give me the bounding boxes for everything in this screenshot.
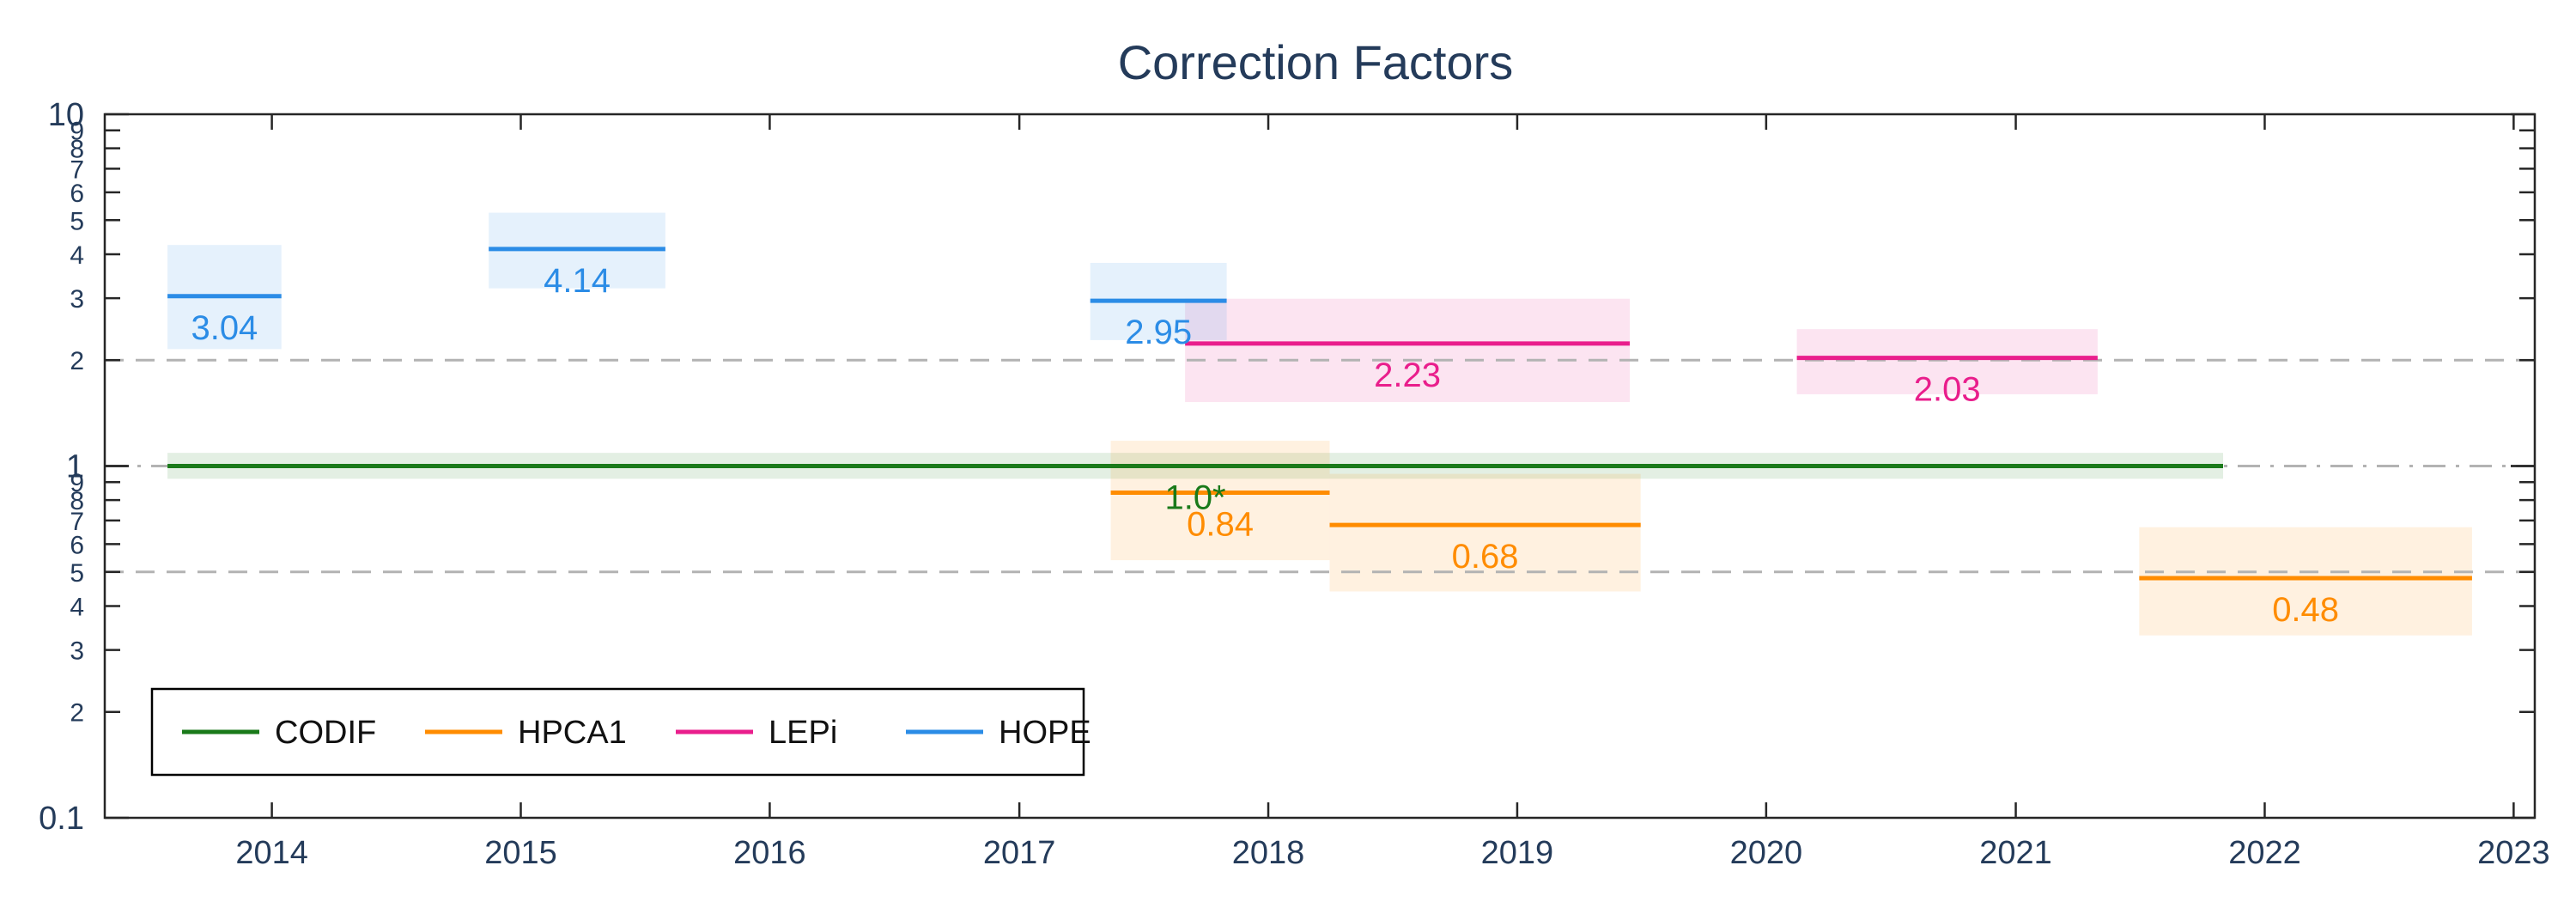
hpca1-data-label: 0.48 bbox=[2272, 591, 2339, 629]
y-tick-label: 8 bbox=[70, 136, 84, 164]
x-tick-label: 2017 bbox=[983, 835, 1056, 871]
y-tick-label: 5 bbox=[70, 559, 84, 588]
lepi-data-label: 2.23 bbox=[1374, 357, 1441, 394]
x-tick-label: 2020 bbox=[1730, 835, 1803, 871]
x-tick-label: 2023 bbox=[2477, 835, 2550, 871]
y-tick-label: 5 bbox=[70, 207, 84, 235]
legend: CODIF HPCA1 LEPi HOPE bbox=[150, 687, 1091, 777]
x-tick-label: 2022 bbox=[2228, 835, 2301, 871]
y-tick-label: 8 bbox=[70, 487, 84, 515]
y-tick-label: 2 bbox=[70, 347, 84, 375]
y-tick-label: 2 bbox=[70, 699, 84, 728]
y-tick-label: 9 bbox=[70, 469, 84, 497]
legend-label-lepi: LEPi bbox=[769, 715, 837, 751]
lepi-data-label: 2.03 bbox=[1914, 371, 1981, 409]
hpca1-uncertainty-band bbox=[1110, 441, 1330, 561]
hpca1-data-label: 0.68 bbox=[1452, 538, 1519, 576]
series-lines bbox=[167, 247, 2472, 581]
hope-data-label: 4.14 bbox=[544, 262, 611, 300]
x-tick-label: 2021 bbox=[1979, 835, 2052, 871]
y-tick-label: 4 bbox=[70, 593, 84, 621]
y-tick-label: 10 bbox=[48, 97, 84, 133]
legend-label-hpca1: HPCA1 bbox=[518, 715, 627, 751]
lepi-uncertainty-band bbox=[1796, 329, 2098, 394]
hope-data-label: 3.04 bbox=[191, 309, 258, 347]
x-tick-label: 2014 bbox=[235, 835, 308, 871]
codif-data-label: 1.0* bbox=[1164, 479, 1225, 517]
y-tick-label: 9 bbox=[70, 118, 84, 146]
y-tick-label: 7 bbox=[70, 508, 84, 536]
y-tick-label: 6 bbox=[70, 531, 84, 559]
y-tick-label: 0.1 bbox=[39, 801, 84, 837]
lepi-uncertainty-band bbox=[1185, 298, 1630, 403]
legend-label-codif: CODIF bbox=[275, 715, 376, 751]
x-tick-label: 2019 bbox=[1481, 835, 1554, 871]
y-tick-label: 1 bbox=[66, 449, 84, 485]
chart-title: Correction Factors bbox=[1118, 35, 1514, 89]
hpca1-uncertainty-band bbox=[2139, 527, 2472, 636]
hope-data-label: 2.95 bbox=[1125, 314, 1192, 351]
y-tick-label: 6 bbox=[70, 180, 84, 208]
x-tick-label: 2018 bbox=[1232, 835, 1305, 871]
data-labels: 1.0*0.84 0.68 0.48 2.23 2.03 3.04 4.14 2.95 bbox=[191, 262, 2339, 629]
y-tick-label: 4 bbox=[70, 241, 84, 270]
axes: 2014 2015 2016 2017 2018 2019 2020 2021 2022 2023… bbox=[39, 97, 2549, 871]
uncertainty-bands bbox=[167, 212, 2472, 636]
legend-label-hope: HOPE bbox=[999, 715, 1091, 751]
x-tick-label: 2016 bbox=[733, 835, 806, 871]
y-tick-label: 7 bbox=[70, 155, 84, 184]
y-tick-label: 3 bbox=[70, 285, 84, 314]
x-tick-label: 2015 bbox=[484, 835, 557, 871]
hpca1-data-label: 0.84 bbox=[1187, 506, 1254, 544]
y-tick-label: 3 bbox=[70, 637, 84, 666]
